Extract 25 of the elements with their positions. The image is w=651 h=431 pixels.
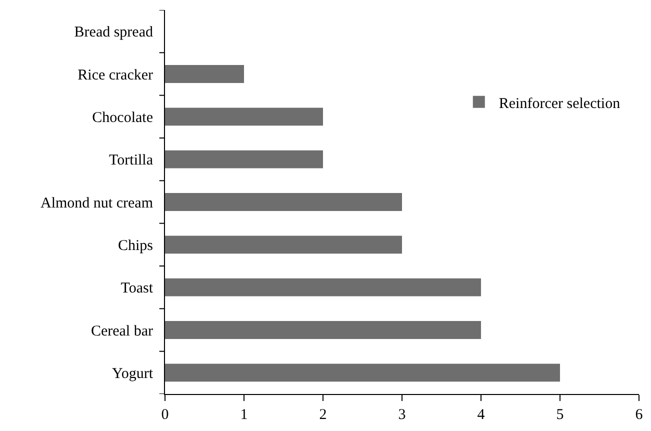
bar: [165, 150, 323, 168]
bar: [165, 321, 481, 339]
x-tick-label: 0: [161, 407, 169, 423]
legend-label: Reinforcer selection: [498, 96, 621, 112]
bar: [165, 193, 402, 211]
bar: [165, 278, 481, 296]
y-tick-label: Toast: [120, 280, 154, 297]
x-tick-label: 1: [240, 407, 248, 423]
x-tick-label: 4: [477, 407, 486, 423]
y-tick-label: Chocolate: [92, 110, 154, 126]
x-tick-label: 3: [398, 407, 406, 423]
y-tick-label: Almond nut cream: [40, 195, 154, 212]
bar: [165, 108, 323, 126]
bar: [165, 65, 244, 83]
y-tick-label: Bread spread: [74, 24, 154, 41]
x-tick-label: 6: [635, 407, 644, 423]
x-tick-label: 5: [556, 407, 564, 423]
y-tick-label: Yogurt: [112, 366, 154, 382]
bar: [165, 236, 402, 254]
x-tick-label: 2: [319, 407, 327, 423]
y-tick-label: Rice cracker: [78, 67, 154, 84]
y-tick-label: Cereal bar: [90, 323, 153, 340]
y-tick-label: Chips: [118, 238, 154, 254]
bar: [165, 364, 560, 382]
y-tick-label: Tortilla: [109, 152, 154, 169]
